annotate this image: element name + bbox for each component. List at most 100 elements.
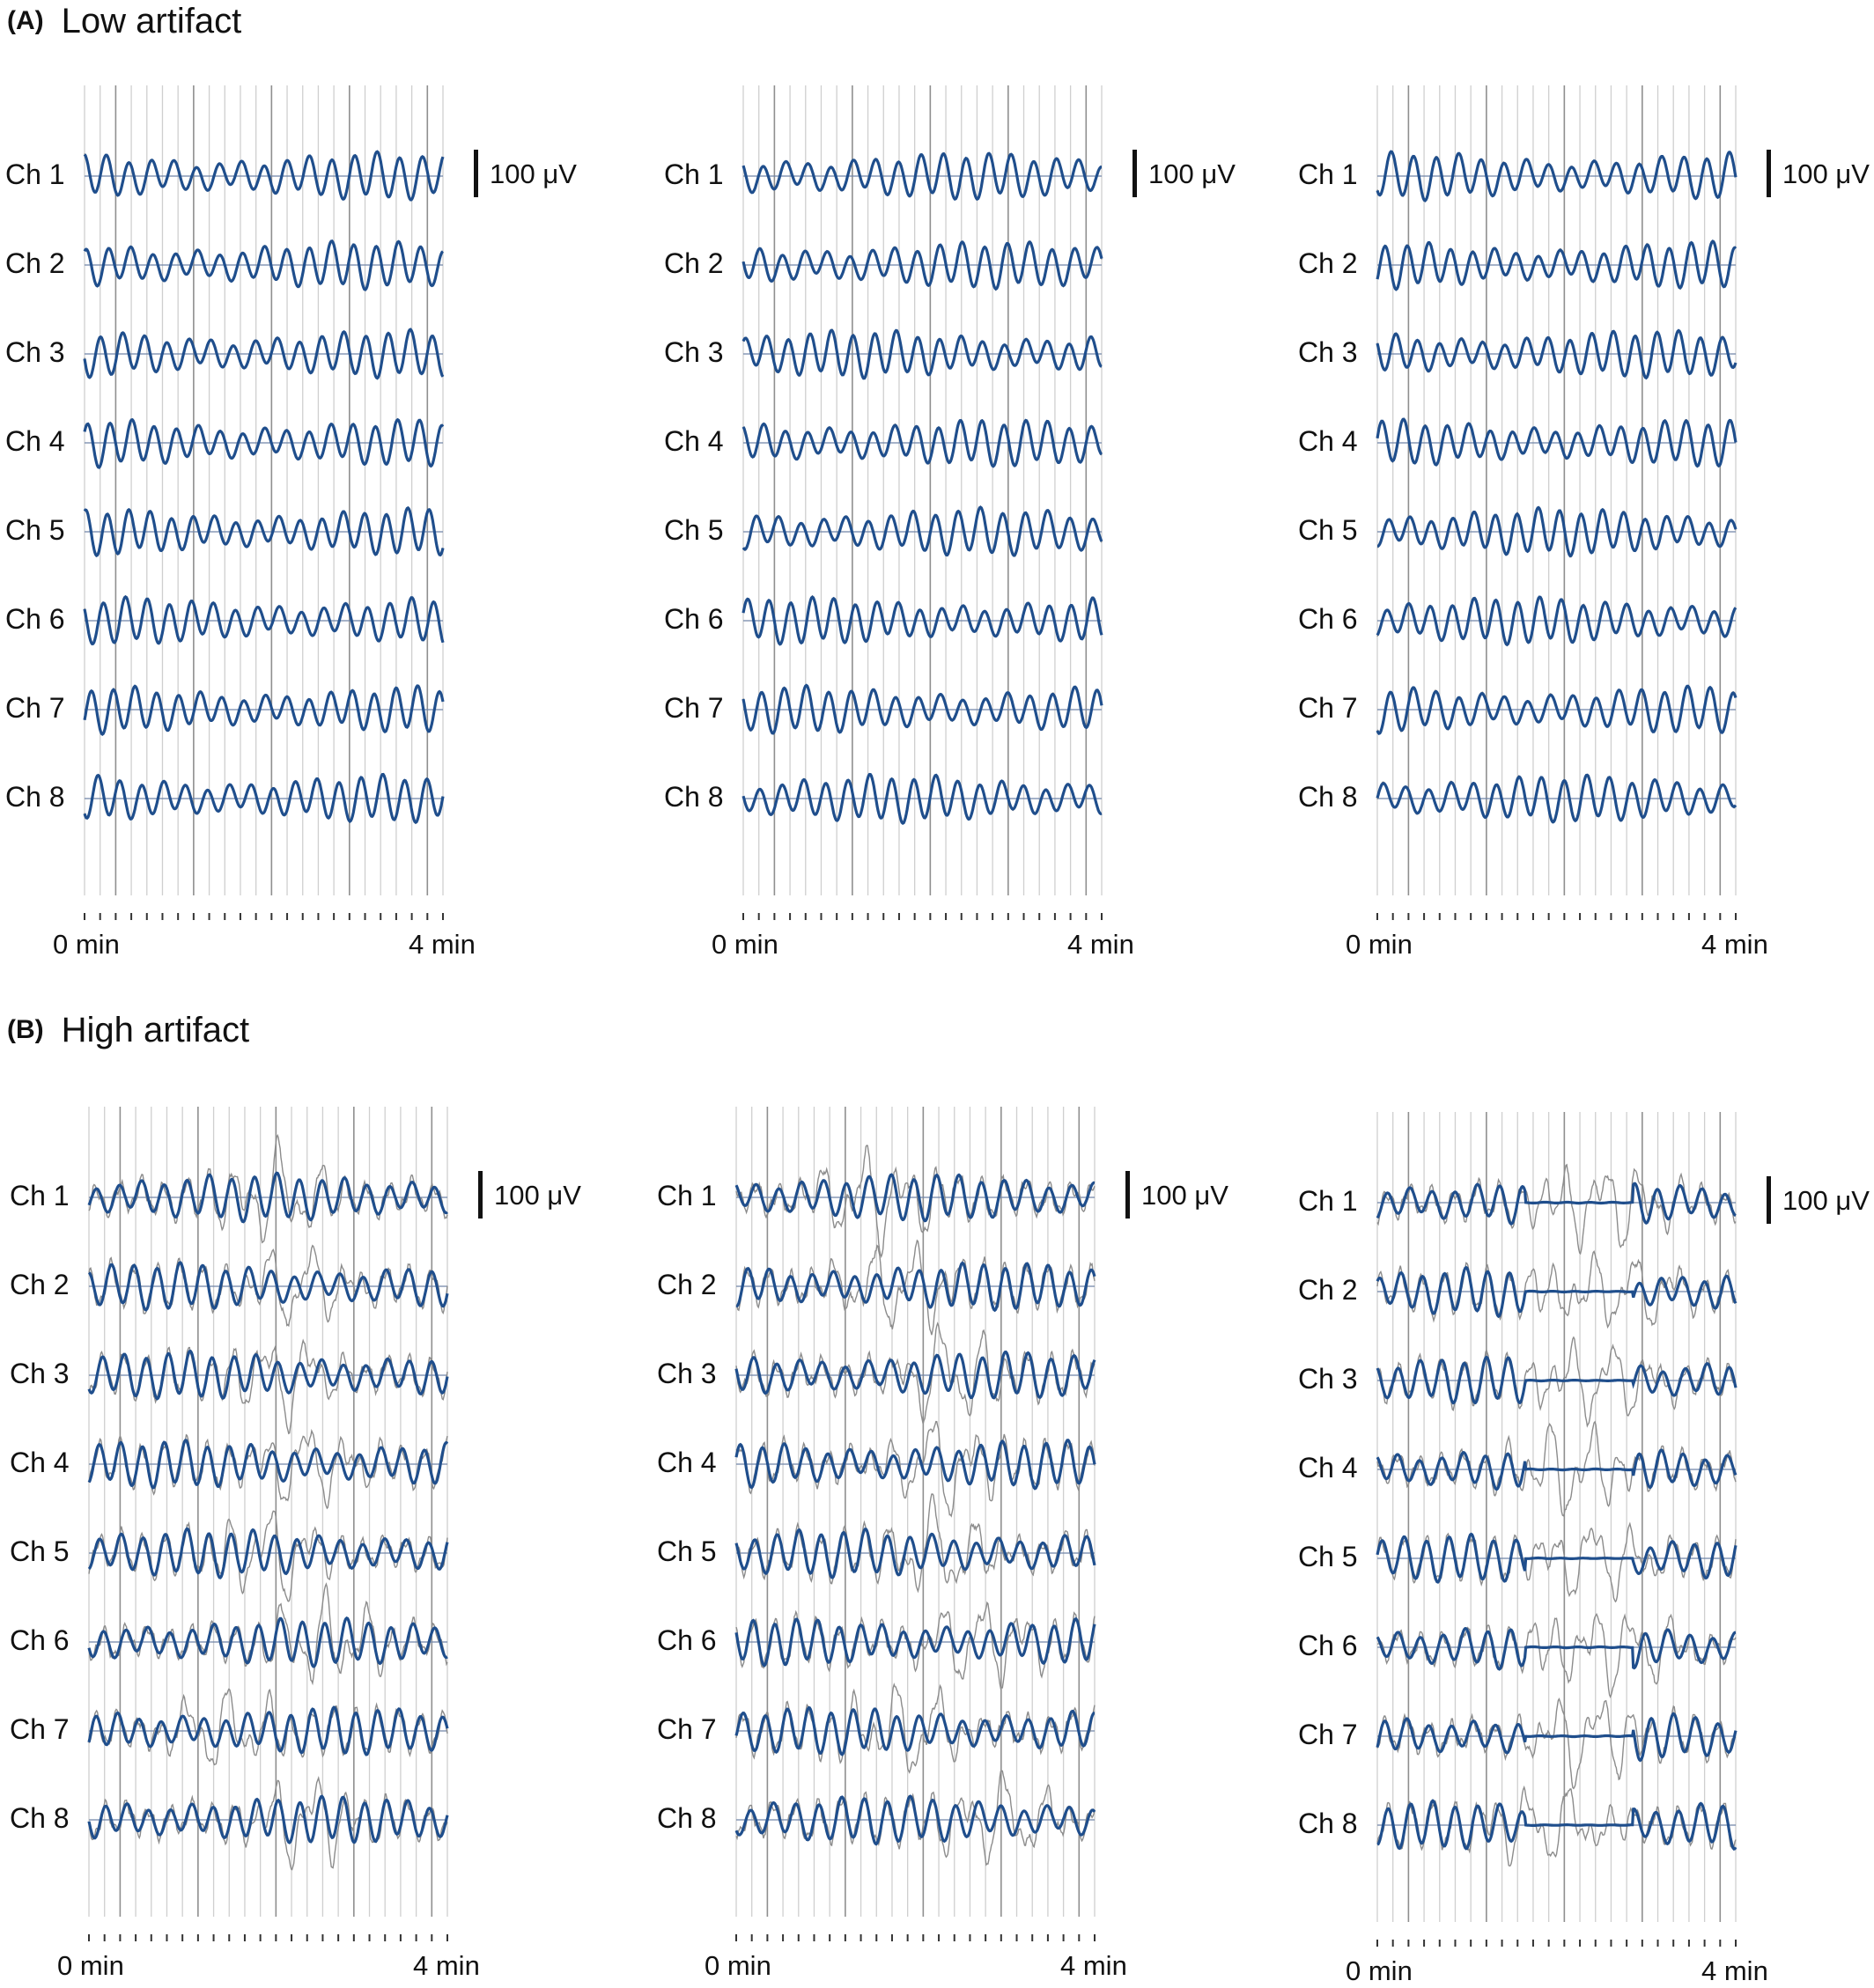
x-end-label: 4 min (413, 1950, 480, 1981)
filtered-trace-3 (83, 328, 445, 380)
x-start-label: 0 min (1346, 929, 1413, 960)
channel-label: Ch 5 (664, 514, 724, 546)
filtered-trace-2 (83, 239, 444, 291)
eeg-plot-6 (1376, 1112, 1738, 1947)
filtered-trace-8 (741, 772, 1103, 826)
raw-trace-3 (88, 1338, 448, 1435)
filtered-trace-1 (1376, 1182, 1737, 1226)
channel-label: Ch 5 (10, 1535, 70, 1567)
x-end-label: 4 min (1701, 929, 1768, 960)
filtered-trace-4 (734, 1439, 1096, 1491)
channel-label: Ch 1 (1298, 158, 1358, 190)
filtered-trace-8 (734, 1794, 1096, 1846)
filtered-trace-5 (87, 1527, 449, 1579)
channel-label: Ch 8 (10, 1802, 70, 1834)
filtered-trace-1 (741, 151, 1103, 202)
channel-label: Ch 4 (5, 425, 65, 457)
channel-label: Ch 6 (10, 1624, 70, 1656)
channel-label: Ch 4 (1298, 425, 1358, 457)
channel-label: Ch 3 (5, 336, 65, 368)
channel-label: Ch 2 (664, 247, 724, 279)
channel-label: Ch 1 (664, 158, 724, 190)
channel-label: Ch 4 (664, 425, 724, 457)
filtered-trace-1 (1376, 150, 1738, 202)
channel-label: Ch 8 (664, 781, 724, 813)
filtered-trace-3 (87, 1350, 449, 1401)
channel-label: Ch 8 (5, 781, 65, 813)
raw-trace-1 (735, 1145, 1096, 1259)
filtered-trace-7 (1376, 1712, 1738, 1763)
section-title-b: (B) High artifact (7, 1011, 249, 1050)
filtered-trace-2 (1376, 239, 1738, 291)
channel-label: Ch 5 (5, 514, 65, 546)
eeg-panel-2: Ch 1 Ch 2 Ch 3 Ch 4 Ch 5 Ch 6 Ch 7 Ch 8 100 μV 0 … (659, 81, 1240, 961)
channel-label: Ch 7 (664, 692, 724, 724)
scale-bar (1133, 150, 1137, 197)
filtered-trace-6 (87, 1616, 448, 1668)
channel-label: Ch 2 (10, 1269, 70, 1300)
filtered-trace-2 (741, 240, 1103, 291)
channel-label: Ch 5 (657, 1535, 717, 1567)
channel-label: Ch 6 (664, 603, 724, 635)
filtered-trace-4 (1376, 417, 1738, 468)
filtered-trace-5 (734, 1528, 1096, 1579)
filtered-trace-7 (83, 684, 445, 737)
filtered-trace-8 (1376, 773, 1738, 824)
filtered-trace-4 (83, 417, 445, 469)
x-start-label: 0 min (1346, 1955, 1413, 1986)
channel-label: Ch 2 (1298, 247, 1358, 279)
channel-label: Ch 4 (657, 1447, 717, 1478)
filtered-trace-2 (1376, 1265, 1738, 1319)
eeg-plot-5 (734, 1107, 1096, 1941)
x-start-label: 0 min (53, 929, 120, 960)
filtered-trace-7 (741, 683, 1103, 735)
channel-label: Ch 8 (657, 1802, 717, 1834)
filtered-trace-1 (87, 1171, 448, 1224)
section-title-a: (A) Low artifact (7, 2, 241, 41)
raw-trace-3 (735, 1322, 1096, 1425)
x-end-label: 4 min (409, 929, 476, 960)
raw-trace-1 (1376, 1163, 1737, 1255)
channel-label: Ch 2 (1298, 1274, 1358, 1306)
filtered-trace-2 (87, 1261, 449, 1312)
scale-bar (1767, 1176, 1771, 1224)
eeg-panel-1: Ch 1 Ch 2 Ch 3 Ch 4 Ch 5 Ch 6 Ch 7 Ch 8 100 μV 0 … (0, 81, 581, 961)
filtered-trace-4 (741, 418, 1103, 468)
channel-label: Ch 4 (10, 1447, 70, 1478)
channel-label: Ch 3 (657, 1358, 717, 1389)
channel-label: Ch 1 (1298, 1185, 1358, 1217)
section-tag-b: (B) (7, 1015, 44, 1044)
eeg-plot-3 (1376, 85, 1738, 920)
channel-label: Ch 3 (1298, 1363, 1358, 1395)
scale-bar (1125, 1171, 1130, 1219)
x-end-label: 4 min (1060, 1950, 1127, 1981)
channel-label: Ch 7 (5, 692, 65, 724)
filtered-trace-1 (734, 1173, 1096, 1223)
eeg-plot-1 (83, 85, 445, 920)
channel-label: Ch 7 (10, 1713, 70, 1745)
filtered-trace-8 (87, 1794, 449, 1844)
filtered-trace-6 (83, 594, 445, 646)
channel-label: Ch 6 (657, 1624, 717, 1656)
eeg-plot-2 (741, 85, 1103, 920)
filtered-trace-7 (1376, 684, 1738, 736)
filtered-trace-4 (87, 1439, 449, 1490)
eeg-panel-5: Ch 1 Ch 2 Ch 3 Ch 4 Ch 5 Ch 6 Ch 7 Ch 8 100 μV 0 … (652, 1102, 1233, 1983)
filtered-trace-7 (734, 1706, 1096, 1756)
channel-label: Ch 6 (5, 603, 65, 635)
channel-label: Ch 2 (657, 1269, 717, 1300)
channel-label: Ch 8 (1298, 781, 1358, 813)
scale-bar-label: 100 μV (1141, 1180, 1228, 1211)
filtered-trace-8 (1376, 1799, 1738, 1851)
channel-label: Ch 6 (1298, 603, 1358, 635)
x-start-label: 0 min (712, 929, 778, 960)
channel-label: Ch 5 (1298, 1541, 1358, 1572)
filtered-trace-7 (87, 1705, 449, 1756)
filtered-trace-6 (734, 1616, 1096, 1668)
scale-bar (1767, 150, 1771, 197)
scale-bar-label: 100 μV (1782, 158, 1870, 189)
filtered-trace-6 (1376, 1627, 1737, 1671)
channel-label: Ch 3 (664, 336, 724, 368)
scale-bar (478, 1171, 483, 1219)
eeg-panel-3: Ch 1 Ch 2 Ch 3 Ch 4 Ch 5 Ch 6 Ch 7 Ch 8 100 μV 0 … (1293, 81, 1874, 961)
